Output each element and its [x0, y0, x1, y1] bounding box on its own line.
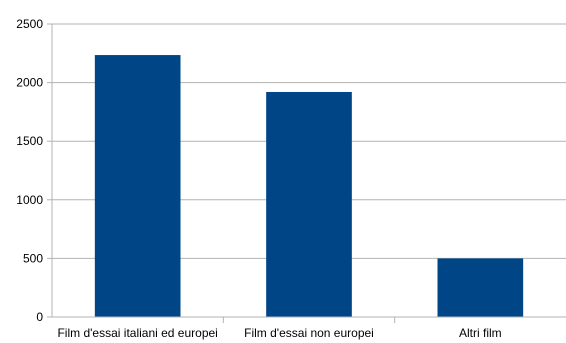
- bar: [94, 55, 181, 318]
- bar: [266, 91, 352, 317]
- x-category-label: Altri film: [459, 326, 502, 340]
- x-category-label: Film d'essai non europei: [244, 326, 374, 340]
- x-category-labels: Film d'essai italiani ed europei Film d'e…: [57, 326, 501, 340]
- y-tick-label: 1000: [16, 193, 43, 207]
- axes: [47, 23, 566, 323]
- bars: [94, 55, 524, 318]
- y-tick-label: 0: [36, 310, 43, 324]
- bar: [437, 258, 524, 317]
- y-tick-label: 500: [23, 251, 43, 265]
- y-tick-label: 1500: [16, 134, 43, 148]
- y-tick-labels: 0 500 1000 1500 2000 2500: [16, 17, 43, 324]
- y-tick-label: 2500: [16, 17, 43, 31]
- x-category-label: Film d'essai italiani ed europei: [57, 326, 217, 340]
- y-tick-label: 2000: [16, 76, 43, 90]
